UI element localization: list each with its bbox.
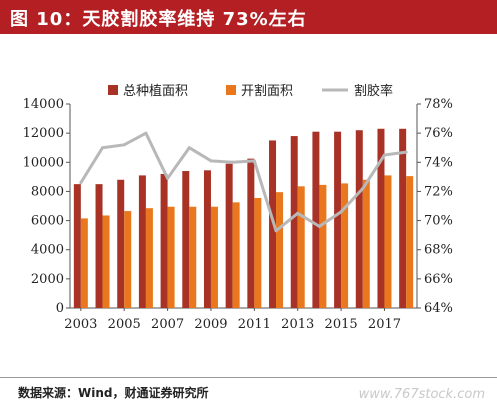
bar-total-area (247, 158, 255, 308)
bar-total-area (355, 130, 363, 308)
x-tick-label: 2011 (238, 317, 271, 332)
legend-tapping-rate-label: 割胶率 (354, 83, 393, 99)
y-left-tick-label: 4000 (31, 243, 64, 258)
rate-point (79, 181, 83, 185)
x-tick-label: 2015 (325, 317, 358, 332)
bar-tapping-area (210, 206, 218, 308)
y-right-tick-label: 68% (424, 243, 453, 258)
rate-point (339, 210, 343, 214)
bar-total-area (290, 136, 298, 308)
rate-point (252, 159, 256, 163)
bar-total-area (182, 171, 190, 308)
y-right-tick-label: 70% (424, 214, 453, 229)
bar-tapping-area (80, 218, 88, 308)
y-left-tick-label: 8000 (31, 184, 64, 199)
bar-tapping-area (189, 206, 197, 308)
y-right-tick-label: 66% (424, 272, 453, 287)
bar-tapping-area (341, 183, 349, 308)
title-bar: 图 10：天胶割胶率维持 73%左右 (0, 0, 497, 34)
y-left-tick-label: 14000 (23, 97, 64, 112)
rate-point (361, 187, 365, 191)
bar-total-area (117, 179, 125, 308)
legend-tapping-area-label: 开割面积 (241, 83, 293, 99)
rate-point (166, 176, 170, 180)
legend-total-area-swatch (108, 85, 118, 95)
divider (0, 377, 497, 378)
x-tick-label: 2003 (64, 317, 97, 332)
y-left-tick-label: 0 (56, 301, 64, 316)
bar-total-area (312, 131, 320, 308)
bar-tapping-area (167, 206, 175, 308)
y-left-tick-label: 10000 (23, 155, 64, 170)
bar-total-area (377, 128, 385, 308)
bar-tapping-area (102, 215, 110, 308)
watermark: www.767stock.com (358, 387, 485, 402)
rate-point (296, 211, 300, 215)
bar-tapping-area (297, 186, 305, 308)
bar-total-area (225, 163, 233, 308)
bar-total-area (160, 173, 168, 308)
bar-tapping-area (362, 179, 370, 308)
rate-point (101, 146, 105, 150)
rate-point (382, 153, 386, 157)
bar-tapping-area (254, 197, 262, 308)
bar-tapping-area (232, 202, 240, 308)
data-source: 数据来源：Wind，财通证券研究所 (18, 386, 209, 400)
y-right-tick-label: 74% (424, 155, 453, 170)
legend-tapping-area-swatch (226, 85, 236, 95)
rate-point (231, 160, 235, 164)
legend-total-area-label: 总种植面积 (123, 84, 188, 99)
bar-total-area (334, 131, 342, 308)
rate-point (144, 131, 148, 135)
y-right-tick-label: 64% (424, 301, 453, 316)
bar-tapping-area (124, 211, 132, 308)
y-left-tick-label: 2000 (31, 272, 64, 287)
chart: 0 2000 4000 6000 8000 10000 12000 14000 64% 66% 68… (23, 83, 453, 332)
bar-total-area (95, 184, 103, 308)
bar-tapping-area (319, 184, 327, 308)
rate-point (274, 229, 278, 233)
x-tick-label: 2007 (151, 317, 184, 332)
y-right-tick-label: 76% (424, 126, 453, 141)
x-tick-label: 2005 (108, 317, 141, 332)
x-tick-label: 2013 (281, 317, 314, 332)
bar-tapping-area (406, 176, 414, 308)
y-right-tick-label: 72% (424, 184, 453, 199)
rate-point (187, 146, 191, 150)
y-left-tick-label: 6000 (31, 214, 64, 229)
bar-tapping-area (276, 192, 284, 308)
line-tapping-rate (79, 131, 407, 233)
bar-total-area (73, 184, 81, 308)
bar-total-area (203, 170, 211, 308)
x-tick-label: 2009 (194, 317, 227, 332)
rate-point (317, 224, 321, 228)
y-left-tick-label: 12000 (23, 126, 64, 141)
bar-tapping-area (145, 208, 153, 308)
chart-title: 图 10：天胶割胶率维持 73%左右 (10, 9, 307, 30)
rate-point (209, 159, 213, 163)
bar-tapping-area (384, 175, 392, 308)
bar-total-area (399, 128, 407, 308)
x-tick-label: 2017 (368, 317, 401, 332)
bar-total-area (138, 175, 146, 308)
y-right-tick-label: 78% (424, 97, 453, 112)
rate-point (122, 143, 126, 147)
rate-point (404, 150, 408, 154)
